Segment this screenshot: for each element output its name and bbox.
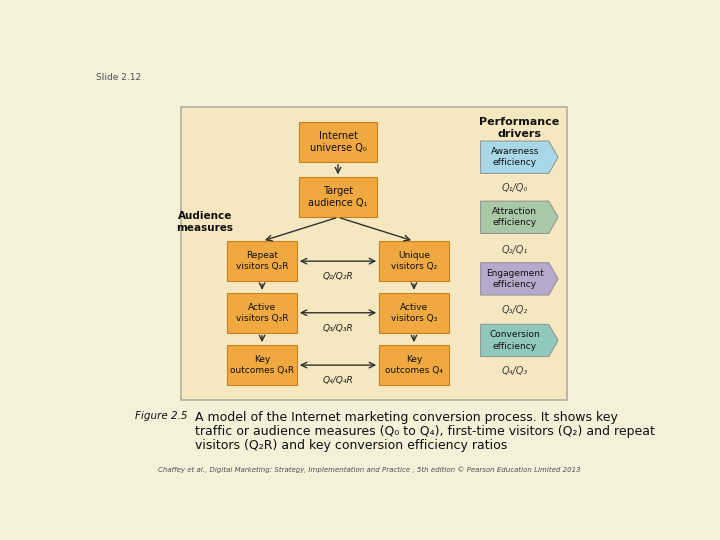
Text: Q₂/Q₁: Q₂/Q₁ [502, 245, 528, 254]
Text: Conversion
efficiency: Conversion efficiency [490, 330, 540, 350]
FancyBboxPatch shape [379, 293, 449, 333]
Text: visitors (Q₂R) and key conversion efficiency ratios: visitors (Q₂R) and key conversion effici… [187, 439, 507, 452]
Text: Active
visitors Q₃R: Active visitors Q₃R [236, 303, 288, 323]
FancyBboxPatch shape [181, 107, 567, 400]
Text: Figure 2.5: Figure 2.5 [135, 411, 187, 421]
Text: Slide 2.12: Slide 2.12 [96, 72, 141, 82]
Text: Key
outcomes Q₄: Key outcomes Q₄ [385, 355, 443, 375]
FancyBboxPatch shape [228, 293, 297, 333]
Polygon shape [481, 141, 558, 173]
Polygon shape [481, 325, 558, 356]
Text: traffic or audience measures (Q₀ to Q₄), first-time visitors (Q₂) and repeat: traffic or audience measures (Q₀ to Q₄),… [187, 425, 654, 438]
Text: Engagement
efficiency: Engagement efficiency [486, 269, 544, 289]
Text: Target
audience Q₁: Target audience Q₁ [308, 186, 368, 208]
FancyBboxPatch shape [379, 345, 449, 385]
Text: Audience
measures: Audience measures [176, 211, 233, 233]
FancyBboxPatch shape [300, 122, 377, 162]
Polygon shape [481, 201, 558, 233]
Text: A model of the Internet marketing conversion process. It shows key: A model of the Internet marketing conver… [187, 411, 618, 424]
Text: Key
outcomes Q₄R: Key outcomes Q₄R [230, 355, 294, 375]
Text: Q₄/Q₄R: Q₄/Q₄R [323, 376, 354, 385]
Text: Q₁/Q₀: Q₁/Q₀ [502, 183, 528, 193]
Text: Active
visitors Q₃: Active visitors Q₃ [391, 303, 437, 323]
Text: Chaffey et al., Digital Marketing: Strategy, Implementation and Practice , 5th e: Chaffey et al., Digital Marketing: Strat… [158, 466, 580, 473]
Text: Q₃/Q₃R: Q₃/Q₃R [323, 323, 354, 333]
Text: Internet
universe Q₀: Internet universe Q₀ [310, 131, 366, 153]
Text: Awareness
efficiency: Awareness efficiency [490, 147, 539, 167]
Text: Repeat
visitors Q₂R: Repeat visitors Q₂R [236, 251, 288, 271]
Text: Q₂/Q₂R: Q₂/Q₂R [323, 272, 354, 281]
FancyBboxPatch shape [300, 177, 377, 217]
Text: Q₃/Q₂: Q₃/Q₂ [502, 305, 528, 315]
Text: Performance
drivers: Performance drivers [480, 117, 559, 139]
Text: Attraction
efficiency: Attraction efficiency [492, 207, 537, 227]
FancyBboxPatch shape [379, 241, 449, 281]
Text: Unique
visitors Q₂: Unique visitors Q₂ [391, 251, 437, 271]
FancyBboxPatch shape [228, 241, 297, 281]
FancyBboxPatch shape [228, 345, 297, 385]
Polygon shape [481, 262, 558, 295]
Text: Q₄/Q₃: Q₄/Q₃ [502, 366, 528, 376]
